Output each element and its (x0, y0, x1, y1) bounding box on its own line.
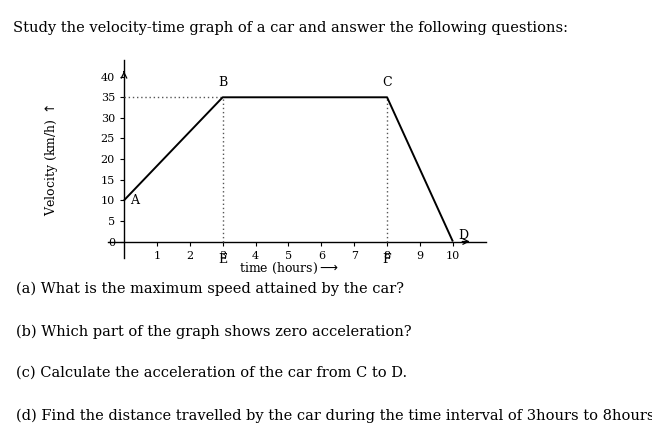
Text: (b) Which part of the graph shows zero acceleration?: (b) Which part of the graph shows zero a… (16, 325, 412, 339)
Text: D: D (458, 229, 468, 242)
Text: time (hours)$\longrightarrow$: time (hours)$\longrightarrow$ (239, 261, 338, 276)
Text: F: F (383, 253, 391, 266)
Text: (c) Calculate the acceleration of the car from C to D.: (c) Calculate the acceleration of the ca… (16, 366, 408, 380)
Text: (d) Find the distance travelled by the car during the time interval of 3hours to: (d) Find the distance travelled by the c… (16, 408, 652, 423)
Text: B: B (218, 76, 228, 89)
Text: (a) What is the maximum speed attained by the car?: (a) What is the maximum speed attained b… (16, 282, 404, 296)
Text: Study the velocity-time graph of a car and answer the following questions:: Study the velocity-time graph of a car a… (13, 21, 568, 35)
Text: A: A (130, 194, 139, 207)
Text: E: E (218, 253, 228, 266)
Text: C: C (382, 76, 392, 89)
Text: Velocity (km/h) $\uparrow$: Velocity (km/h) $\uparrow$ (43, 103, 60, 215)
